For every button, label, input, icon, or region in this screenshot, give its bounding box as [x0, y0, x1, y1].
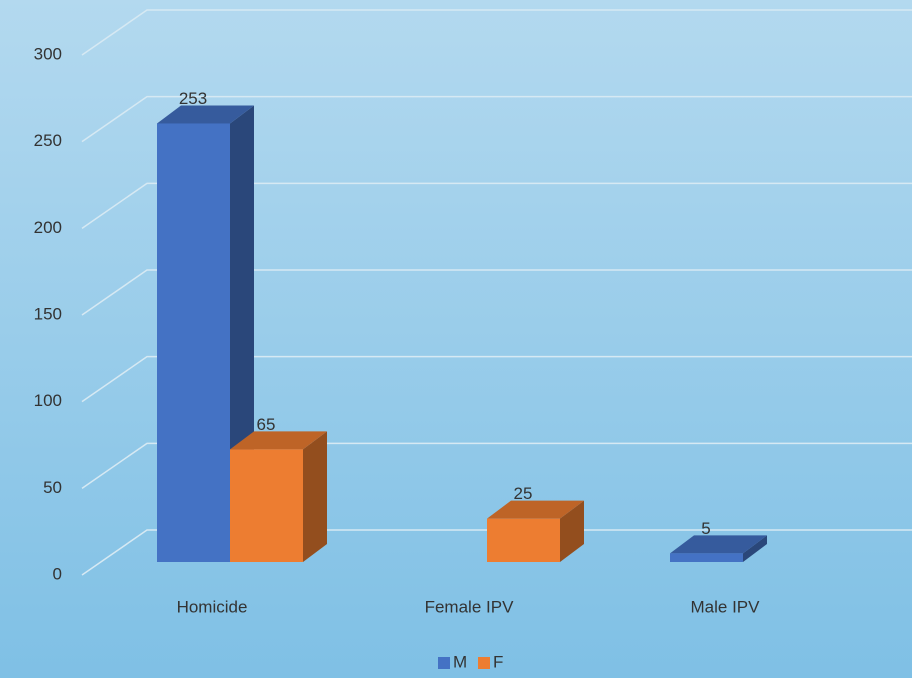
y-tick-label: 300 [34, 44, 62, 63]
bar-top [670, 535, 767, 554]
data-label: 5 [701, 519, 710, 538]
bar-side [560, 500, 584, 562]
grid-line [81, 182, 912, 229]
legend-swatch [478, 657, 490, 669]
legend-label: M [453, 652, 467, 671]
bar-top [230, 431, 327, 450]
bar-side [303, 431, 327, 562]
bar-top [157, 105, 254, 124]
grid-line [81, 529, 912, 576]
y-tick-label: 0 [53, 564, 62, 583]
x-tick-label: Male IPV [691, 597, 761, 616]
y-tick-label: 100 [34, 391, 62, 410]
bar [670, 553, 743, 562]
bar [230, 449, 303, 562]
y-tick-label: 200 [34, 218, 62, 237]
bar-side [743, 535, 767, 562]
bar-top [487, 500, 584, 519]
grid-line [81, 95, 912, 143]
grid-line [81, 9, 912, 56]
grid-line [81, 442, 912, 489]
bar [157, 123, 230, 562]
x-tick-label: Homicide [177, 597, 248, 616]
y-tick-label: 50 [43, 478, 62, 497]
grid-line [81, 269, 912, 316]
data-label: 253 [179, 89, 207, 108]
legend-swatch [438, 657, 450, 669]
data-label: 65 [257, 415, 276, 434]
y-tick-label: 150 [34, 304, 62, 323]
bar [487, 518, 560, 562]
legend-label: F [493, 652, 503, 671]
x-tick-label: Female IPV [425, 597, 514, 616]
data-label: 25 [514, 484, 533, 503]
y-tick-label: 250 [34, 131, 62, 150]
grid-line [81, 355, 912, 403]
